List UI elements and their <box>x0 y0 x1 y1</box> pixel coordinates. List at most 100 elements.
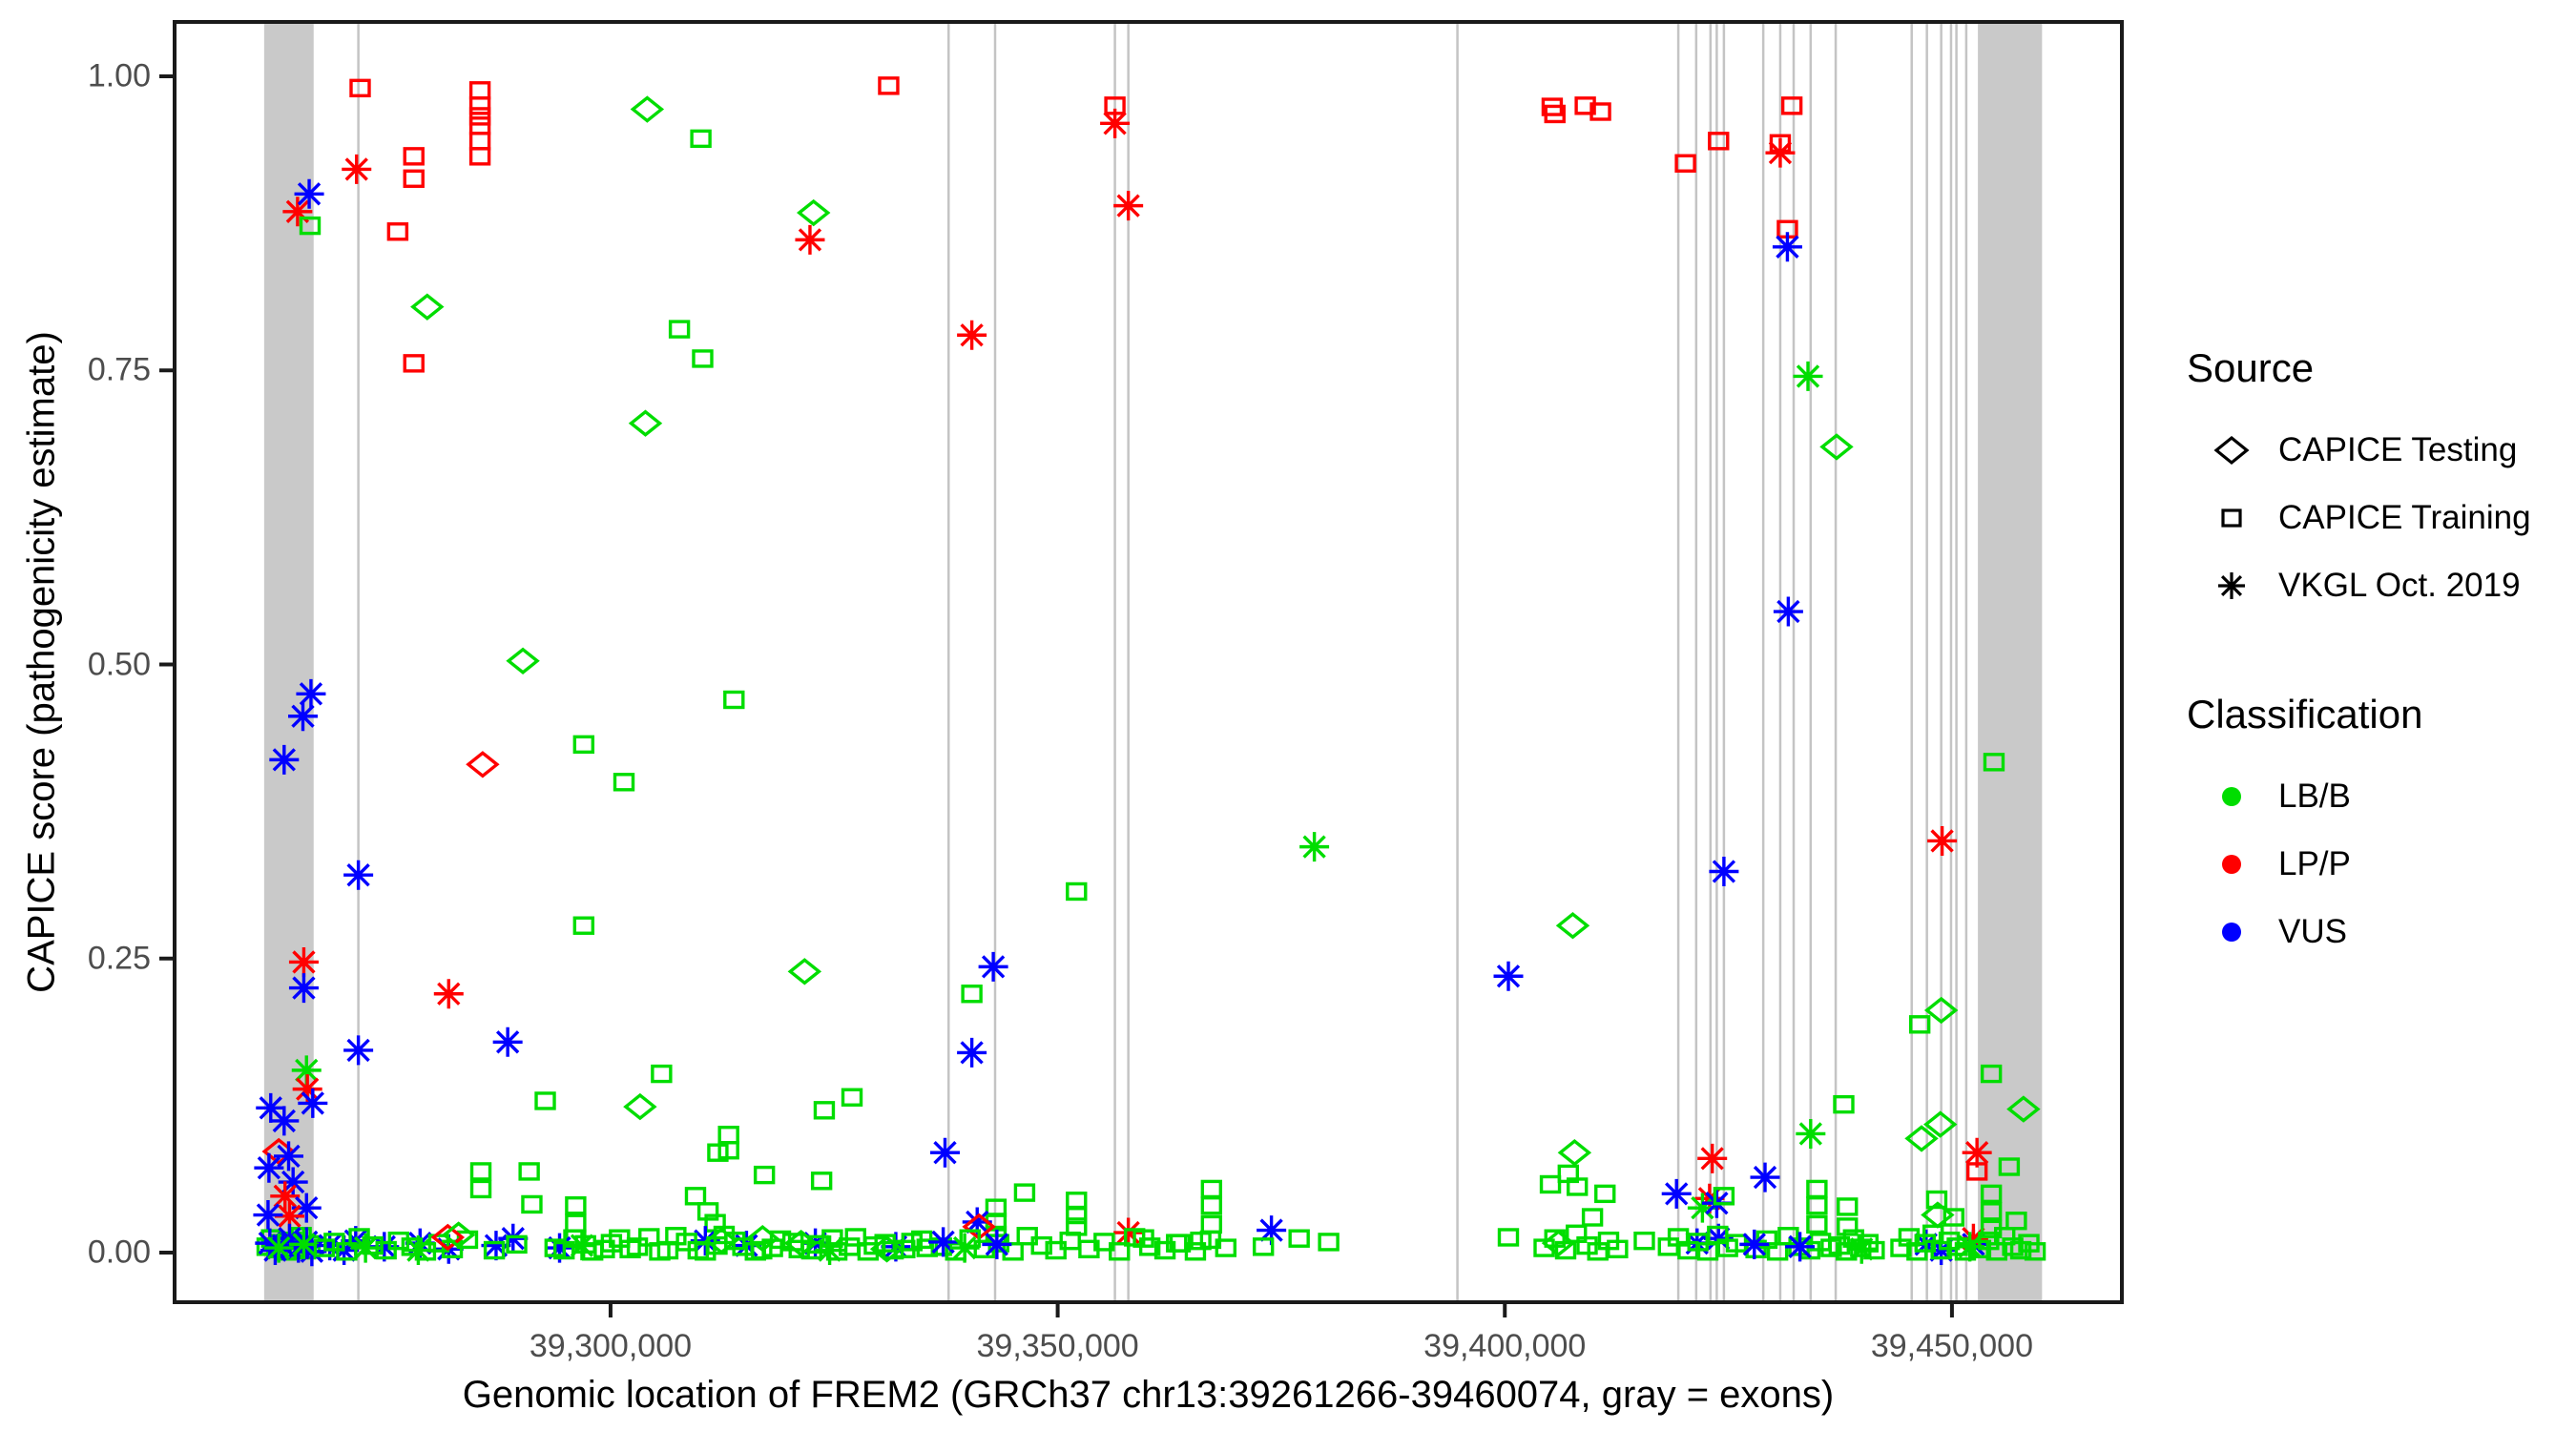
data-point-asterisk <box>1765 137 1796 168</box>
legend-source-title: Source <box>2187 345 2315 390</box>
data-point-asterisk <box>288 973 319 1004</box>
data-point-asterisk <box>274 1201 304 1232</box>
data-point-square <box>626 1237 649 1256</box>
data-point-diamond <box>410 293 445 321</box>
y-tick-label: 0.25 <box>87 940 151 977</box>
data-point-asterisk <box>288 1229 319 1259</box>
data-point-square <box>1925 1190 1948 1210</box>
data-point-asterisk <box>1739 1229 1770 1259</box>
legend-classification-title: Classification <box>2187 692 2423 736</box>
data-point-square <box>1998 1157 2021 1176</box>
data-point-square <box>2024 1242 2046 1261</box>
data-point-square <box>1576 1235 1598 1255</box>
data-point-square <box>1093 1233 1115 1252</box>
data-point-asterisk <box>978 951 1008 982</box>
data-point-square <box>1566 1177 1589 1196</box>
data-point-square <box>1581 1208 1604 1227</box>
data-point-square <box>1544 1229 1566 1248</box>
data-point-square <box>1980 1064 2003 1084</box>
data-point-diamond <box>1923 996 1959 1025</box>
data-point-square <box>468 81 491 100</box>
data-point-asterisk <box>1687 1192 1717 1223</box>
data-point-square <box>1980 1202 2003 1221</box>
data-point-asterisk <box>342 154 372 184</box>
data-point-asterisk <box>1958 1223 1988 1254</box>
legend-item-label: VKGL Oct. 2019 <box>2278 566 2521 604</box>
data-point-square <box>1713 1187 1735 1206</box>
data-point-square <box>427 1234 450 1253</box>
data-point-asterisk <box>263 1233 294 1263</box>
square-icon <box>2221 508 2242 528</box>
legend-classification-items: LB/B LP/P VUS <box>2187 762 2568 965</box>
data-point-square <box>565 1195 587 1215</box>
data-point-asterisk <box>433 979 464 1009</box>
data-point-asterisk <box>815 1235 845 1266</box>
data-point-asterisk <box>294 178 324 209</box>
data-point-square <box>468 116 491 135</box>
data-point-square <box>483 1240 506 1260</box>
data-point-square <box>1850 1238 1872 1257</box>
data-point-asterisk <box>928 1227 959 1257</box>
y-tick-label: 0.75 <box>87 351 151 388</box>
data-point-asterisk <box>1257 1215 1287 1246</box>
legend-item-label: CAPICE Testing <box>2278 430 2518 468</box>
data-point-square <box>323 1233 345 1252</box>
data-point-asterisk <box>254 1152 284 1183</box>
data-point-asterisk <box>269 1106 300 1136</box>
data-point-diamond <box>796 198 831 227</box>
x-tick-label: 39,300,000 <box>529 1328 693 1364</box>
data-point-square <box>1836 1242 1858 1261</box>
y-tick-label: 0.00 <box>87 1234 151 1271</box>
data-point-square <box>2005 1212 2027 1231</box>
data-point-asterisk <box>256 1092 286 1123</box>
data-point-square <box>1200 1179 1223 1199</box>
data-point-asterisk <box>498 1223 529 1254</box>
data-point-square <box>1594 1184 1616 1204</box>
data-point-diamond <box>441 1221 476 1249</box>
data-point-square <box>707 1143 729 1162</box>
data-point-square <box>469 1162 492 1181</box>
legend-item-label: VUS <box>2278 912 2347 950</box>
data-point-square <box>717 1125 739 1145</box>
data-point-square <box>1533 1238 1555 1257</box>
data-point-square <box>1045 1240 1067 1260</box>
data-point-asterisk <box>292 1074 322 1105</box>
data-point-square <box>1589 102 1611 121</box>
data-point-asterisk <box>1299 832 1330 862</box>
legend-item-capice-testing: CAPICE Testing <box>2187 416 2568 484</box>
data-point-asterisk <box>795 224 825 255</box>
data-point-diamond <box>1923 1110 1958 1138</box>
square-icon <box>2202 492 2261 544</box>
data-point-square <box>1574 96 1596 115</box>
data-point-asterisk <box>949 1233 980 1263</box>
legend-item-label: LP/P <box>2278 844 2351 882</box>
data-point-square <box>638 1228 660 1247</box>
data-point-square <box>518 1162 540 1181</box>
data-point-asterisk <box>253 1200 283 1231</box>
dot-icon <box>2222 922 2241 942</box>
data-point-diamond <box>506 647 540 674</box>
data-point-square <box>572 916 595 935</box>
data-point-square <box>825 1242 848 1261</box>
data-point-square <box>761 1238 783 1257</box>
data-point-square <box>572 735 595 755</box>
data-point-square <box>1842 1229 1865 1248</box>
data-point-asterisk <box>1661 1178 1692 1209</box>
data-point-asterisk <box>288 701 319 732</box>
data-point-asterisk <box>1772 232 1802 262</box>
data-point-square <box>878 76 900 95</box>
data-point-square <box>468 107 491 126</box>
data-point-square <box>1030 1235 1052 1255</box>
data-point-asterisk <box>403 1235 433 1266</box>
data-point-square <box>753 1165 776 1185</box>
data-point-square <box>1539 1174 1562 1194</box>
data-point-square <box>1633 1231 1655 1251</box>
data-point-square <box>1132 1229 1154 1248</box>
data-point-asterisk <box>343 860 374 890</box>
data-point-square <box>1980 1184 2003 1204</box>
data-point-asterisk <box>369 1232 400 1262</box>
data-point-asterisk <box>298 1088 328 1118</box>
data-point-square <box>468 147 491 166</box>
dot-icon <box>2202 839 2261 890</box>
data-point-square <box>1780 96 1803 115</box>
